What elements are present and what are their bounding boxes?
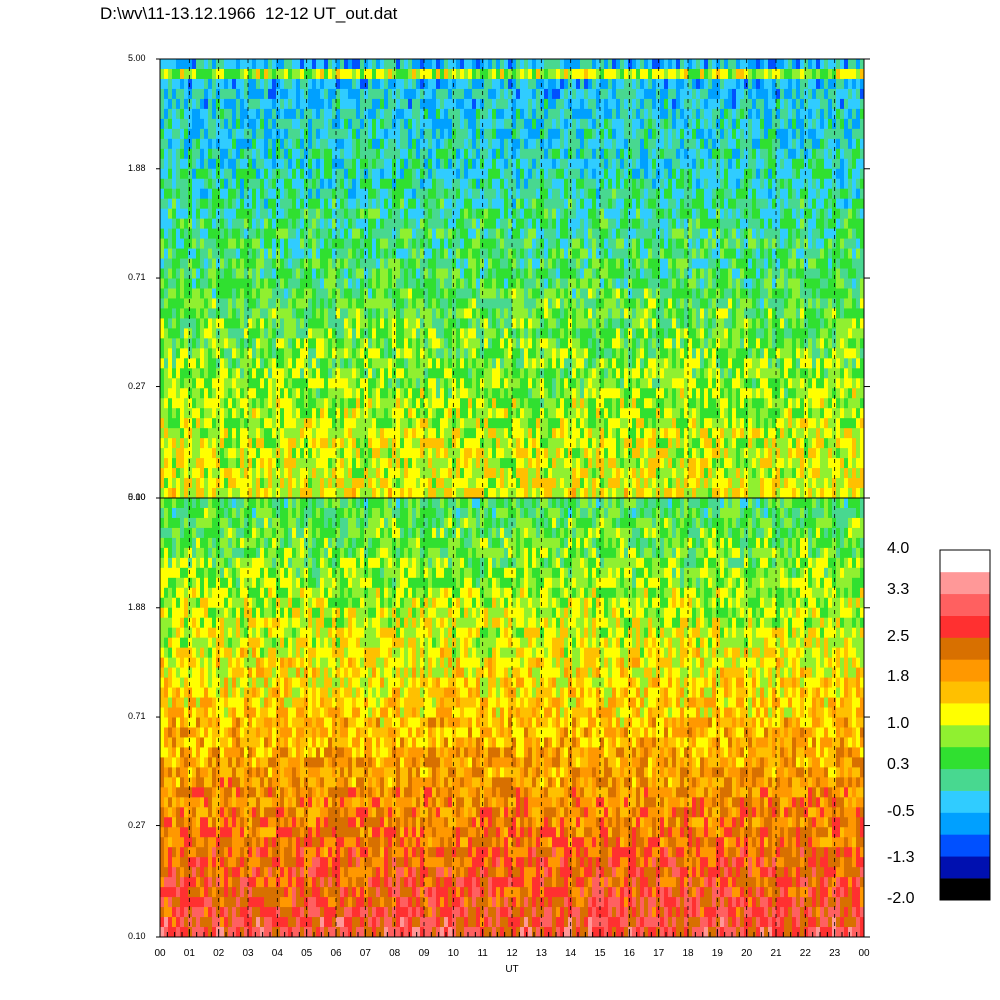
x-tick-label: 08 [389,948,401,959]
colorbar-segment [940,834,990,857]
x-tick-label: 00 [858,948,870,959]
panel-upper-field [160,59,865,499]
x-tick-label: 21 [770,948,782,959]
x-tick-label: 22 [799,948,811,959]
colorbar-label: -1.3 [887,849,915,867]
y-tick-label: 0.27 [128,819,146,830]
colorbar-segment [940,703,990,726]
chart-title: D:\wv\11-13.12.1966 12-12 UT_out.dat [100,4,398,23]
x-tick-label: 11 [477,948,488,959]
x-tick-label: 17 [653,948,665,959]
colorbar-segment [940,637,990,660]
colorbar-segment [940,659,990,682]
x-tick-label: 13 [535,948,547,959]
colorbar-label: 4.0 [887,540,910,557]
x-tick-label: 05 [301,948,313,959]
y-tick-label: 0.10 [128,492,146,502]
colorbar-label: 0.3 [887,755,910,773]
x-tick-label: 23 [829,948,841,959]
y-tick-label: 0.10 [128,931,146,941]
x-tick-label: 01 [183,948,195,959]
colorbar-segment [940,812,990,835]
colorbar-segment [940,856,990,879]
colorbar-label: 2.5 [887,627,910,645]
y-tick-label: 1.88 [128,601,146,612]
colorbar-frame [939,549,991,901]
x-tick-label: 18 [682,948,694,959]
colorbar-segment [940,725,990,748]
x-tick-label: 10 [447,948,459,959]
panel-lower-field [160,498,865,938]
colorbar-segment [940,681,990,704]
x-tick-label: 14 [565,948,577,959]
colorbar-segment [940,593,990,616]
colorbar-label: 3.3 [887,580,910,598]
colorbar-segment [940,746,990,770]
y-tick-label: 0.71 [128,272,146,283]
y-tick-label: 0.71 [128,711,146,722]
colorbar-label: 1.8 [887,668,910,686]
colorbar-segment [940,878,990,901]
x-axis-label: UT [505,964,519,975]
x-tick-label: 04 [271,948,283,959]
y-tick-label: 5.00 [128,53,146,63]
x-tick-label: 07 [359,948,371,959]
x-tick-label: 00 [154,948,166,959]
x-tick-label: 20 [741,948,753,959]
x-tick-label: 06 [330,948,342,959]
colorbar-segment [940,768,990,791]
y-tick-label: 1.88 [128,162,146,173]
x-tick-label: 15 [594,948,606,959]
colorbar-segment [940,571,990,595]
colorbar-segment [940,615,990,638]
y-tick-label: 5.00 [128,492,146,502]
x-tick-label: 03 [242,948,254,959]
x-tick-label: 02 [213,948,225,959]
x-tick-label: 19 [711,948,723,959]
colorbar-label: -2.0 [887,890,915,907]
x-tick-label: 16 [623,948,635,959]
colorbar-label: 1.0 [887,715,910,732]
colorbar-segment [940,550,990,573]
colorbar-label: -0.5 [887,802,915,820]
x-tick-label: 12 [506,948,518,959]
colorbar-segment [940,790,990,813]
y-tick-label: 0.27 [128,380,146,391]
x-tick-label: 09 [418,948,430,959]
